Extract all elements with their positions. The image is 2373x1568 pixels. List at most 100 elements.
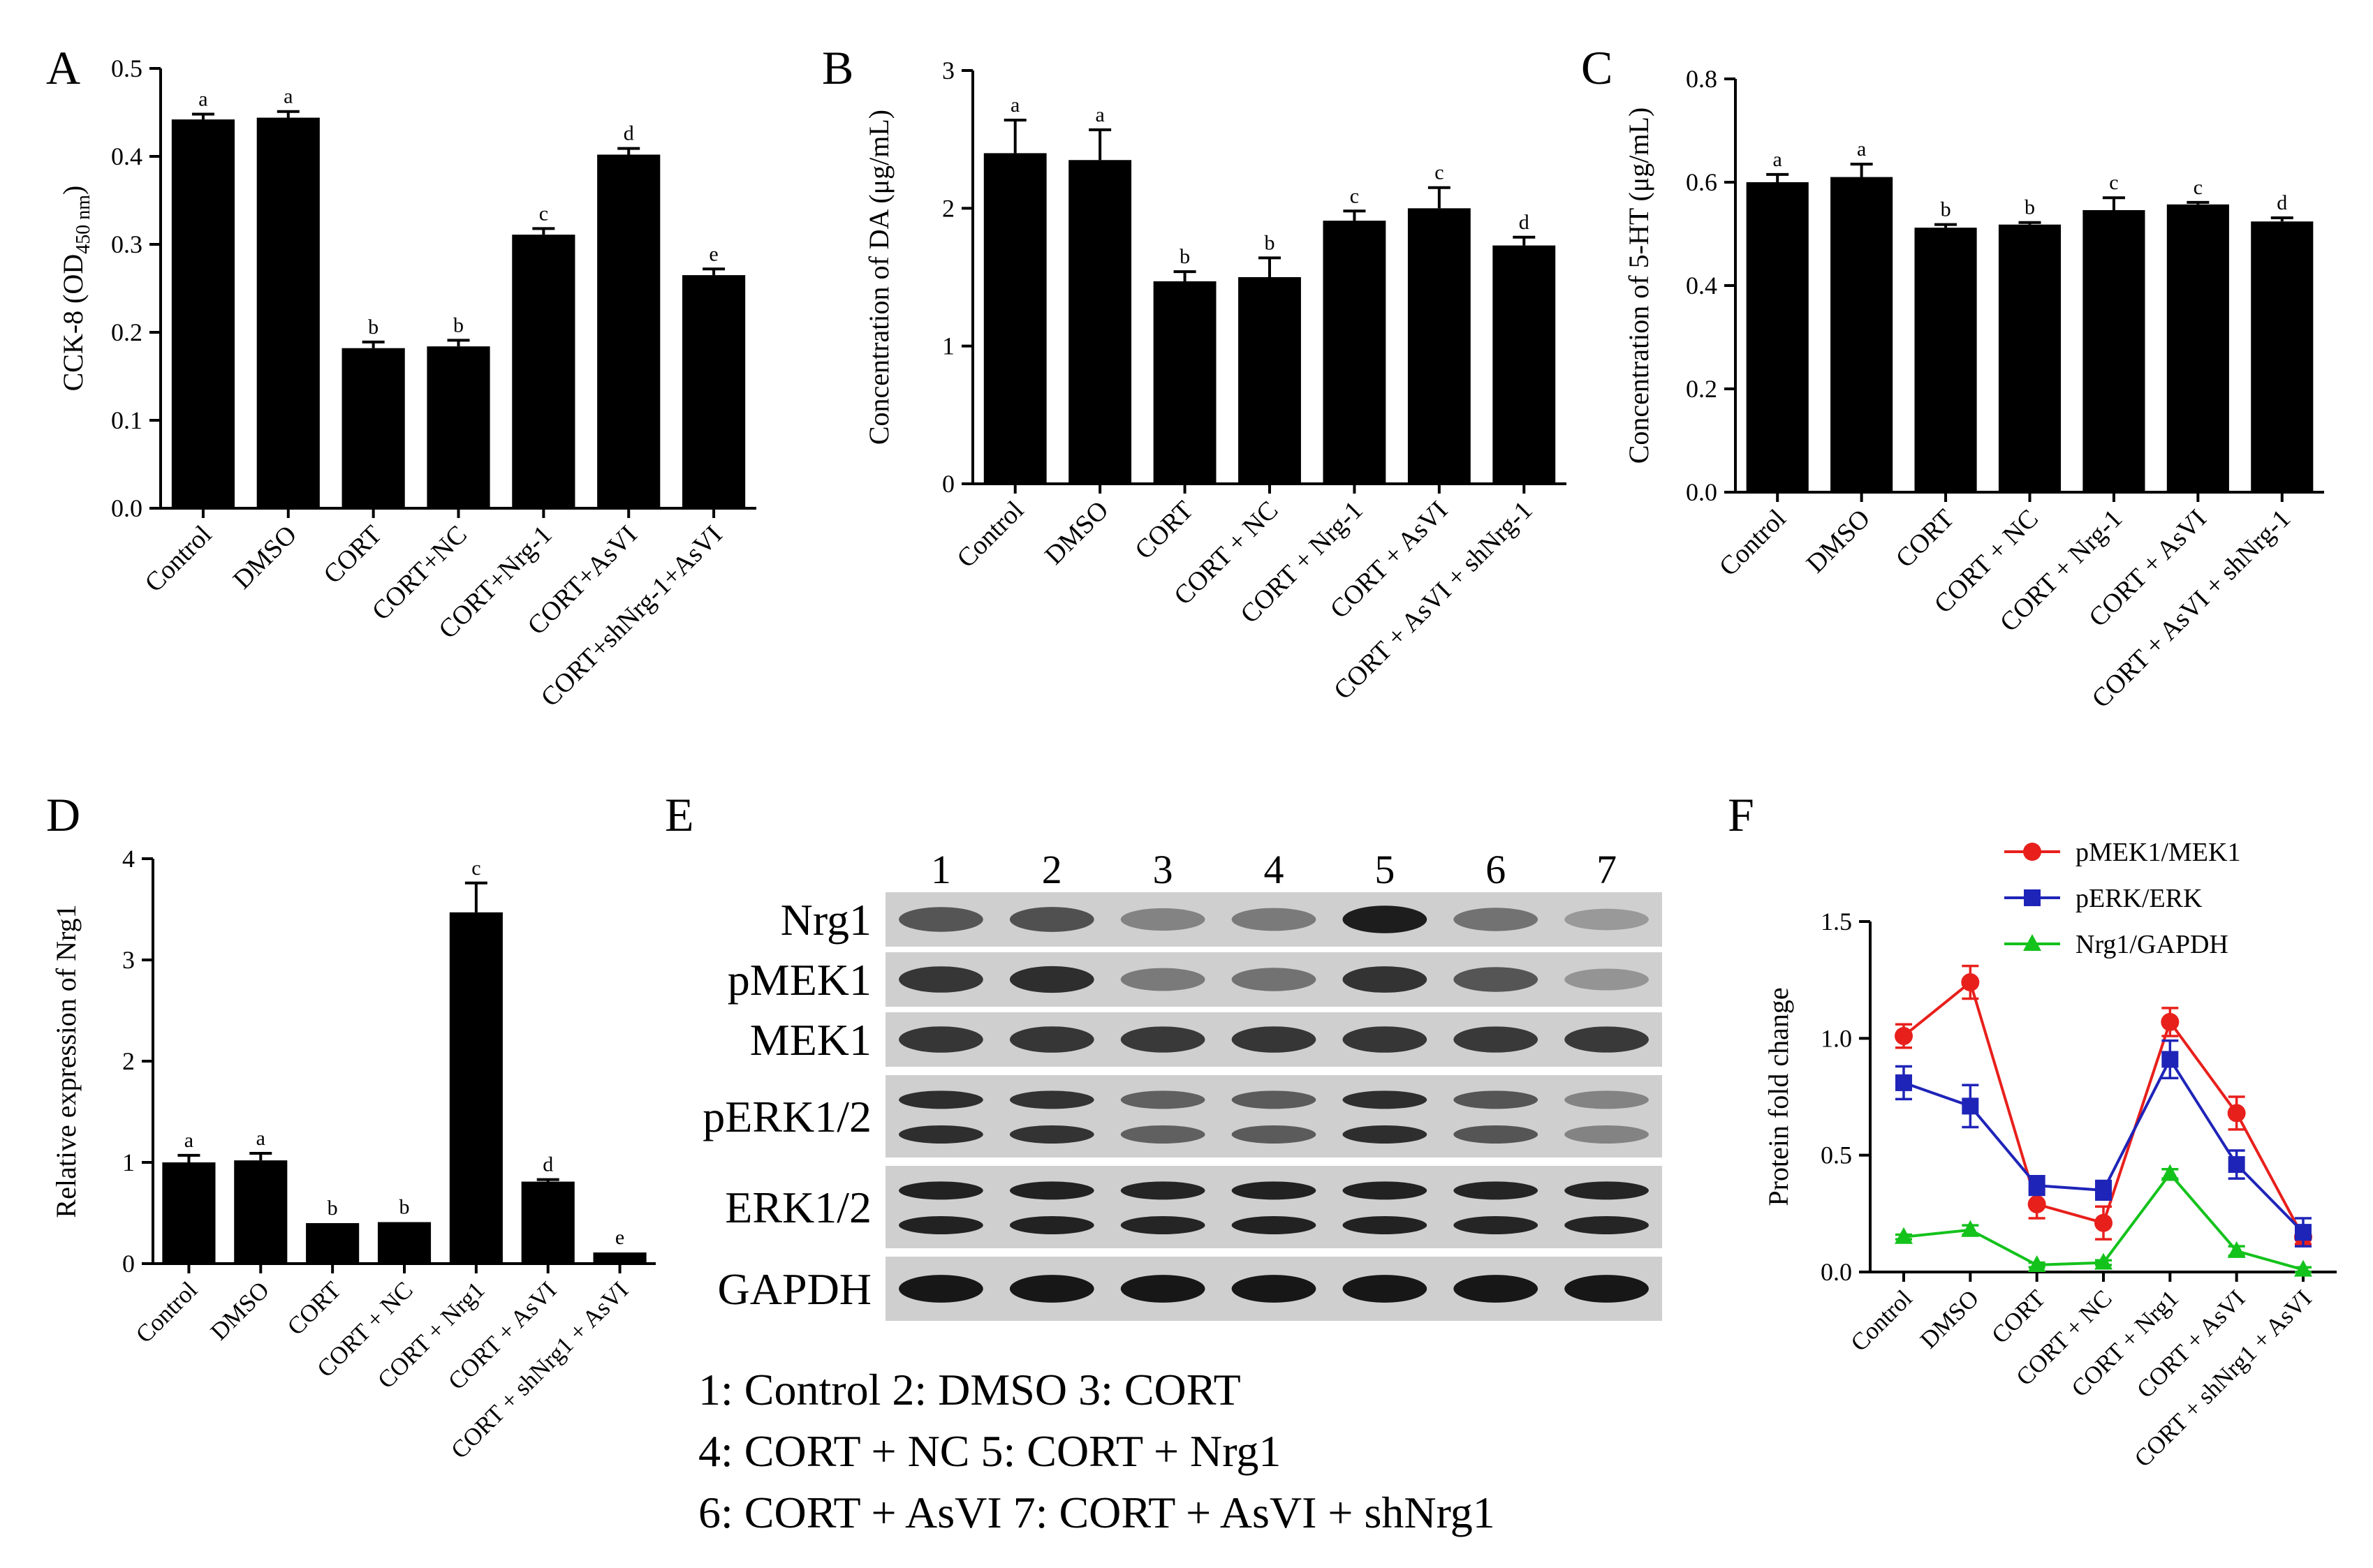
lane-number: 5 xyxy=(1374,847,1395,892)
y-axis-label-subscript: 450 nm xyxy=(73,195,94,254)
data-point xyxy=(2027,1195,2046,1213)
significance-label: b xyxy=(328,1197,338,1220)
blot-band xyxy=(1564,1090,1649,1109)
blot-band xyxy=(1342,1275,1427,1303)
series-square xyxy=(1895,1039,2312,1248)
panel-c: C 0.0 0.2 0.4 0.6 0.8 Concentration of 5-HT (μ… xyxy=(1581,41,2324,713)
blot-row: MEK1 xyxy=(750,1012,1662,1067)
data-point xyxy=(2227,1104,2246,1123)
blot-band xyxy=(1564,908,1649,931)
blot-band xyxy=(899,1215,983,1234)
panel-f: F 0.0 0.5 1.0 1.5 Protein fold change ControlD… xyxy=(1728,788,2337,1472)
y-tick-label: 3 xyxy=(122,946,135,974)
significance-label: e xyxy=(615,1226,624,1249)
y-tick-label: 0.5 xyxy=(111,54,142,82)
blot-band xyxy=(1009,907,1094,932)
bar xyxy=(1830,177,1893,492)
blot-band xyxy=(899,1275,983,1303)
lane-number: 2 xyxy=(1042,847,1062,892)
bar xyxy=(2166,204,2229,492)
significance-label: d xyxy=(543,1153,553,1176)
y-axis-label: Protein fold change xyxy=(1763,987,1794,1206)
y-axis-label-main: CCK-8 (OD xyxy=(57,254,89,392)
series-circle xyxy=(1895,964,2312,1246)
panel-letter: B xyxy=(822,41,853,94)
panel-letter: F xyxy=(1728,788,1754,841)
blot-band xyxy=(1009,1215,1094,1234)
bar xyxy=(983,153,1047,484)
x-tick-label: DMSO xyxy=(205,1276,274,1345)
blot-label: GAPDH xyxy=(718,1264,872,1314)
panel-letter: E xyxy=(665,788,694,841)
x-tick-label: DMSO xyxy=(1801,504,1876,579)
y-tick-label: 0.0 xyxy=(1686,478,1717,506)
x-tick-label: DMSO xyxy=(228,520,302,595)
x-tick-label: DMSO xyxy=(1039,496,1114,570)
significance-label: d xyxy=(2277,191,2287,214)
bar xyxy=(234,1160,288,1264)
blot-band xyxy=(1453,1026,1538,1053)
legend-label: pERK/ERK xyxy=(2076,884,2203,913)
bar xyxy=(1914,228,1977,492)
x-tick-label: CORT xyxy=(1986,1285,2050,1349)
legend-label: pMEK1/MEK1 xyxy=(2076,838,2240,867)
blot-strip xyxy=(886,1166,1662,1248)
blot-band xyxy=(1453,967,1538,992)
y-tick-label: 0.6 xyxy=(1686,168,1717,196)
blot-band xyxy=(1342,1125,1427,1144)
bar xyxy=(1238,277,1301,484)
bar xyxy=(521,1181,575,1264)
x-tick-label: DMSO xyxy=(1915,1285,1984,1354)
blot-band xyxy=(1564,1026,1649,1053)
blot-band xyxy=(1231,1275,1316,1303)
y-axis-label-end: ) xyxy=(57,186,89,195)
blot-band xyxy=(1120,1090,1205,1109)
y-tick-label: 0 xyxy=(122,1250,135,1278)
blot-band xyxy=(1453,1215,1538,1234)
blot-row: ERK1/2 xyxy=(725,1166,1662,1248)
x-tick-label: Control xyxy=(139,520,217,598)
significance-label: b xyxy=(399,1196,410,1219)
y-tick-label: 1.5 xyxy=(1821,908,1852,935)
significance-label: b xyxy=(1941,198,1951,221)
blot-band xyxy=(1120,1181,1205,1200)
y-axis-label: Concentration of 5-HT (μg/mL) xyxy=(1623,108,1654,464)
blot-band xyxy=(1453,1181,1538,1200)
y-tick-label: 0 xyxy=(942,470,955,498)
data-point xyxy=(1961,973,1980,992)
significance-label: b xyxy=(1180,245,1190,268)
x-tick-label: CORT xyxy=(318,520,388,590)
blot-band xyxy=(1009,1275,1094,1303)
bar xyxy=(377,1222,432,1264)
blot-band xyxy=(1453,1275,1538,1303)
blot-row: GAPDH xyxy=(718,1257,1662,1321)
y-tick-label: 0.8 xyxy=(1686,65,1717,93)
blot-band xyxy=(1342,966,1427,993)
legend-entry: pMEK1/MEK1 xyxy=(2004,838,2240,867)
y-tick-label: 0.4 xyxy=(1686,272,1717,299)
data-point xyxy=(2027,1255,2046,1272)
y-tick-label: 0.0 xyxy=(111,494,142,522)
x-tick-label: CORT xyxy=(282,1276,346,1340)
blot-band xyxy=(1231,1125,1316,1144)
blot-band xyxy=(1120,1275,1205,1303)
blot-band xyxy=(1231,1181,1316,1200)
blot-band xyxy=(899,907,983,932)
legend-entry: Nrg1/GAPDH xyxy=(2004,930,2228,959)
blot-band xyxy=(1564,1275,1649,1303)
significance-label: c xyxy=(2194,176,2203,199)
blot-band xyxy=(1009,1125,1094,1144)
significance-label: a xyxy=(1095,103,1104,126)
y-tick-label: 3 xyxy=(942,57,955,84)
data-point xyxy=(2028,1177,2045,1195)
data-point xyxy=(2227,1241,2246,1258)
blot-band xyxy=(1564,1181,1649,1200)
data-point xyxy=(2161,1164,2180,1181)
blot-label: ERK1/2 xyxy=(725,1183,872,1232)
bar xyxy=(341,348,405,508)
data-point xyxy=(2161,1051,2179,1068)
blot-band xyxy=(1453,908,1538,931)
significance-label: a xyxy=(1773,148,1782,171)
data-point xyxy=(1962,1097,1979,1115)
blot-band xyxy=(1231,1215,1316,1234)
